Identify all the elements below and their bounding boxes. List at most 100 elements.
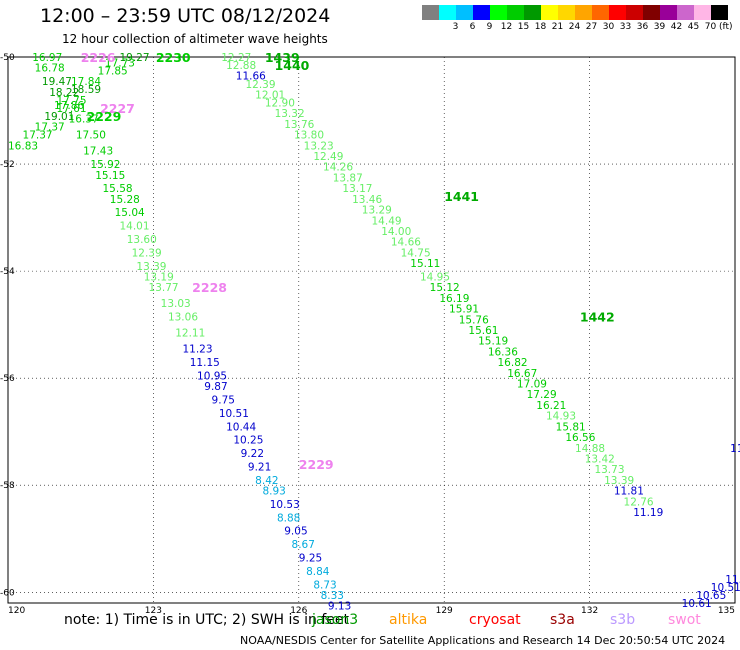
wave-height-value: 15.76: [459, 314, 489, 326]
legend-swatch: [541, 5, 558, 20]
satellite-cryosat: cryosat: [469, 612, 521, 628]
legend-label: 6: [469, 22, 476, 32]
wave-height-value: 12.76: [624, 496, 654, 508]
pass-marker-altika: 1442: [580, 310, 615, 325]
longitude-tick-label: 126: [290, 606, 307, 616]
satellite-swot: swot: [668, 612, 701, 628]
wave-height-value: 17.73: [105, 57, 135, 69]
legend-swatch: [490, 5, 507, 20]
wave-height-value: 15.11: [410, 258, 440, 270]
legend-swatch: [456, 5, 473, 20]
wave-height-value: 15.12: [430, 282, 460, 294]
wave-height-value: 12.11: [175, 328, 205, 340]
wave-height-value: 10.53: [270, 499, 300, 511]
wave-height-value: 13.03: [161, 298, 191, 310]
satellite-s3a: s3a: [550, 612, 575, 628]
latitude-tick-label: -58: [0, 481, 15, 491]
latitude-tick-label: -54: [0, 267, 15, 277]
wave-height-value: 15.61: [468, 325, 498, 337]
wave-height-value: 9.05: [284, 526, 307, 538]
wave-height-value: 15.28: [110, 194, 140, 206]
wave-height-value: 11.3: [730, 443, 740, 455]
wave-height-value: 17.61: [56, 103, 86, 115]
pass-marker-altika: 1441: [444, 189, 479, 204]
wave-height-value: 8.33: [321, 590, 344, 602]
wave-height-value: 15.91: [449, 304, 479, 316]
wave-height-value: 17.29: [527, 389, 557, 401]
footer-credit: NOAA/NESDIS Center for Satellite Applica…: [240, 634, 726, 647]
legend-swatch: [677, 5, 694, 20]
legend-swatch: [694, 5, 711, 20]
wave-height-value: 15.19: [478, 336, 508, 348]
pass-marker-swot: 2226: [81, 50, 116, 65]
wave-height-value: 14.95: [420, 271, 450, 283]
legend-swatch: [439, 5, 456, 20]
pass-marker-altika: 1440: [275, 58, 310, 73]
legend-label: 70: [704, 22, 717, 32]
wave-height-value: 9.21: [248, 462, 271, 474]
wave-height-value: 14.26: [323, 162, 353, 174]
wave-height-value: 11.15: [190, 357, 220, 369]
footnote: note: 1) Time is in UTC; 2) SWH is in fe…: [64, 612, 701, 628]
latitude-tick-label: -52: [0, 160, 15, 170]
pass-marker-swot: 2228: [192, 280, 227, 295]
wave-height-value: 9.25: [299, 553, 322, 565]
longitude-tick-label: 120: [8, 606, 25, 616]
legend-label: 24: [568, 22, 581, 32]
legend-swatch: [524, 5, 541, 20]
wave-height-value: 17.84: [71, 76, 101, 88]
wave-height-value: 16.36: [488, 346, 518, 358]
wave-height-value: 14.00: [381, 226, 411, 238]
wave-height-value: 10.51: [711, 582, 740, 594]
wave-height-value: 8.73: [313, 579, 336, 591]
wave-height-value: 13.46: [352, 194, 382, 206]
legend-swatch: [660, 5, 677, 20]
wave-height-value: 17.37: [35, 122, 65, 134]
wave-height-value: 13.60: [127, 234, 157, 246]
wave-height-value: 13.76: [284, 119, 314, 131]
wave-height-value: 9.13: [328, 601, 351, 613]
wave-height-value: 13.39: [604, 475, 634, 487]
legend-swatch: [575, 5, 592, 20]
legend-label: 27: [585, 22, 598, 32]
wave-height-value: 16.56: [565, 432, 595, 444]
wave-height-value: 14.93: [546, 411, 576, 423]
wave-height-value: 18.59: [71, 84, 101, 96]
wave-height-value: 8.88: [277, 512, 300, 524]
wave-height-value: 10.61: [682, 598, 712, 610]
wave-height-value: 14.49: [372, 215, 402, 227]
legend-swatch: [711, 5, 728, 20]
wave-height-value: 19.01: [44, 111, 74, 123]
wave-height-value: 10.51: [219, 408, 249, 420]
wave-height-value: 10.25: [233, 435, 263, 447]
wave-height-value: 11.9: [725, 574, 740, 586]
legend-swatch: [609, 5, 626, 20]
wave-height-value: 13.73: [594, 464, 624, 476]
wave-height-value: 13.80: [294, 130, 324, 142]
wave-height-value: 11.19: [633, 507, 663, 519]
wave-height-value: 8.84: [306, 566, 330, 578]
legend-swatch: [626, 5, 643, 20]
wave-height-value: 13.19: [144, 271, 174, 283]
wave-height-value: 8.42: [255, 475, 278, 487]
legend-swatch: [473, 5, 490, 20]
satellite-jason3: jason3: [312, 612, 359, 628]
wave-height-value: 12.39: [245, 79, 275, 91]
wave-height-value: 16.83: [8, 140, 38, 152]
wave-height-value: 11.23: [182, 344, 212, 356]
wave-height-value: 13.87: [333, 172, 363, 184]
wave-height-value: 13.06: [168, 312, 198, 324]
wave-height-value: 14.66: [391, 237, 421, 249]
wave-height-value: 9.22: [241, 448, 264, 460]
wave-height-value: 14.01: [119, 221, 149, 233]
legend-swatch: [592, 5, 609, 20]
longitude-tick-label: 123: [145, 606, 162, 616]
wave-height-value: 8.67: [292, 539, 315, 551]
wave-height-value: 19.27: [119, 52, 149, 64]
wave-height-value: 12.90: [265, 98, 295, 110]
pass-marker-altika: 1439: [265, 50, 300, 65]
legend-label: 15: [517, 22, 530, 32]
legend-label: 3: [452, 22, 459, 32]
wave-height-value: 13.23: [304, 140, 334, 152]
